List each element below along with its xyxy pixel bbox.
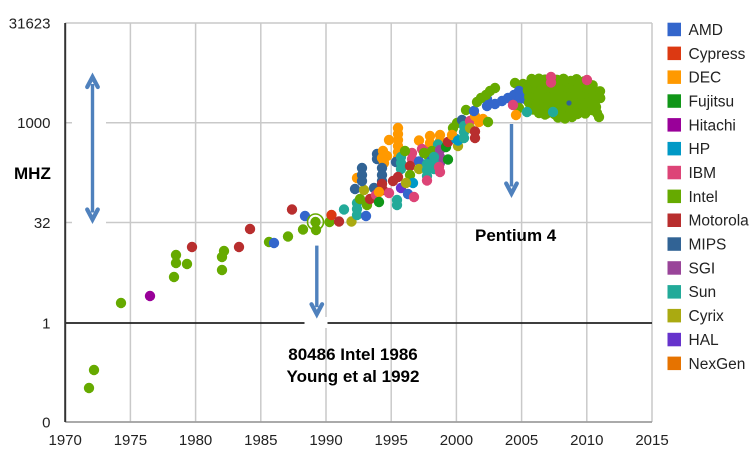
svg-text:MIPS: MIPS xyxy=(689,237,727,254)
svg-text:1000: 1000 xyxy=(17,115,50,132)
svg-text:1980: 1980 xyxy=(179,432,212,449)
svg-text:AMD: AMD xyxy=(689,22,723,39)
svg-text:Cypress: Cypress xyxy=(689,46,746,63)
svg-text:Young et al 1992: Young et al 1992 xyxy=(287,367,420,386)
svg-text:Motorola: Motorola xyxy=(689,213,750,230)
svg-text:2000: 2000 xyxy=(440,432,473,449)
svg-text:SGI: SGI xyxy=(689,260,716,277)
svg-text:2010: 2010 xyxy=(570,432,603,449)
svg-text:Fujitsu: Fujitsu xyxy=(689,94,735,111)
svg-text:Cyrix: Cyrix xyxy=(689,308,725,325)
svg-text:Intel: Intel xyxy=(689,189,718,206)
svg-text:2015: 2015 xyxy=(635,432,668,449)
svg-text:IBM: IBM xyxy=(689,165,717,182)
svg-text:0: 0 xyxy=(42,414,50,431)
svg-text:Hitachi: Hitachi xyxy=(689,117,736,134)
svg-text:80486 Intel 1986: 80486 Intel 1986 xyxy=(288,345,417,364)
svg-text:Pentium 4: Pentium 4 xyxy=(475,226,557,245)
svg-text:NexGen: NexGen xyxy=(689,356,746,373)
svg-text:HAL: HAL xyxy=(689,332,720,349)
svg-text:1970: 1970 xyxy=(49,432,82,449)
svg-text:DEC: DEC xyxy=(689,70,722,87)
svg-text:32: 32 xyxy=(34,215,51,232)
svg-text:Sun: Sun xyxy=(689,284,717,301)
svg-text:1: 1 xyxy=(42,315,50,332)
svg-text:31623: 31623 xyxy=(9,15,51,32)
svg-text:1975: 1975 xyxy=(114,432,147,449)
svg-text:MHZ: MHZ xyxy=(14,164,51,183)
svg-text:1990: 1990 xyxy=(309,432,342,449)
svg-text:1985: 1985 xyxy=(244,432,277,449)
svg-text:1995: 1995 xyxy=(375,432,408,449)
svg-text:2005: 2005 xyxy=(505,432,538,449)
svg-text:HP: HP xyxy=(689,141,711,158)
